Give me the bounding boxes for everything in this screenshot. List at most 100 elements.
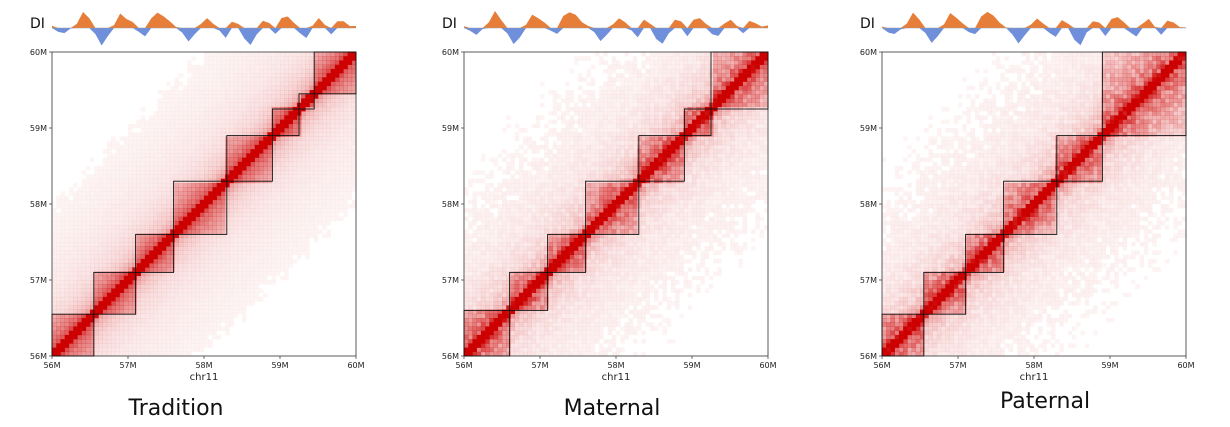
heatmap-cell xyxy=(195,347,201,353)
heatmap-cell xyxy=(284,115,289,120)
heatmap-cell xyxy=(132,301,137,306)
heatmap-cell xyxy=(208,284,213,289)
heatmap-cell xyxy=(161,119,167,125)
heatmap-cell xyxy=(616,111,621,116)
heatmap-cell xyxy=(254,115,260,120)
heatmap-cell xyxy=(734,77,739,82)
heatmap-cell xyxy=(229,195,234,201)
heatmap-cell xyxy=(140,339,146,344)
heatmap-cell xyxy=(140,161,146,167)
heatmap-cell xyxy=(318,56,323,61)
heatmap-cell xyxy=(106,263,112,268)
heatmap-cell xyxy=(611,81,617,87)
heatmap-cell xyxy=(692,60,697,65)
heatmap-cell xyxy=(98,187,103,192)
heatmap-cell xyxy=(284,254,289,260)
heatmap-cell xyxy=(607,102,613,108)
heatmap-cell xyxy=(326,123,331,129)
heatmap-cell xyxy=(725,115,731,120)
heatmap-cell xyxy=(649,102,655,108)
heatmap-cell xyxy=(351,174,357,179)
heatmap-cell xyxy=(263,271,268,277)
heatmap-cell xyxy=(187,284,192,289)
heatmap-cell xyxy=(195,334,201,340)
heatmap-cell xyxy=(144,267,150,272)
heatmap-cell xyxy=(136,339,141,344)
heatmap-cell xyxy=(132,271,137,277)
heatmap-cell xyxy=(136,136,141,141)
heatmap-cell xyxy=(233,111,239,116)
heatmap-cell xyxy=(301,102,306,108)
heatmap-cell xyxy=(746,149,752,154)
heatmap-cell xyxy=(94,233,99,239)
heatmap-cell xyxy=(347,132,353,137)
heatmap-cell xyxy=(102,351,108,357)
heatmap-cell xyxy=(313,195,319,201)
heatmap-cell xyxy=(64,305,70,310)
heatmap-cell xyxy=(573,60,579,65)
heatmap-cell xyxy=(81,178,87,184)
heatmap-cell xyxy=(170,132,175,137)
heatmap-cell xyxy=(692,111,697,116)
heatmap-cell xyxy=(658,81,663,87)
heatmap-cell xyxy=(170,204,175,209)
heatmap-cell xyxy=(263,56,268,61)
heatmap-cell xyxy=(123,204,129,209)
heatmap-cell xyxy=(271,64,277,70)
heatmap-cell xyxy=(166,81,171,87)
heatmap-cell xyxy=(187,204,192,209)
heatmap-cell xyxy=(128,132,133,137)
heatmap-cell xyxy=(611,123,617,129)
heatmap-cell xyxy=(751,60,756,65)
heatmap-cell xyxy=(229,199,234,205)
heatmap-cell xyxy=(326,174,331,179)
heatmap-cell xyxy=(717,98,722,103)
heatmap-cell xyxy=(620,94,625,99)
heatmap-cell xyxy=(140,128,146,133)
heatmap-cell xyxy=(90,229,95,234)
heatmap-cell xyxy=(334,111,340,116)
heatmap-cell xyxy=(123,170,129,175)
heatmap-cell xyxy=(220,220,226,226)
heatmap-cell xyxy=(599,149,604,154)
heatmap-cell xyxy=(161,195,167,201)
heatmap-cell xyxy=(263,60,268,65)
heatmap-cell xyxy=(81,309,87,315)
heatmap-cell xyxy=(220,111,226,116)
heatmap-cell xyxy=(561,140,566,146)
heatmap-cell xyxy=(187,296,192,302)
heatmap-cell xyxy=(296,144,302,150)
heatmap-cell xyxy=(322,119,327,125)
heatmap-cell xyxy=(271,85,277,91)
heatmap-cell xyxy=(267,102,272,108)
heatmap-cell xyxy=(717,64,722,70)
heatmap-cell xyxy=(318,140,323,146)
heatmap-cell xyxy=(140,106,146,112)
heatmap-cell xyxy=(225,140,230,146)
heatmap-cell xyxy=(128,305,133,310)
heatmap-cell xyxy=(81,233,87,239)
heatmap-cell xyxy=(607,140,613,146)
heatmap-cell xyxy=(111,343,116,348)
heatmap-cell xyxy=(590,128,596,133)
heatmap-cell xyxy=(220,250,226,255)
heatmap-cell xyxy=(523,149,528,154)
heatmap-cell xyxy=(637,73,642,78)
heatmap-cell xyxy=(582,115,587,120)
heatmap-cell xyxy=(166,258,171,264)
heatmap-cell xyxy=(318,144,323,150)
heatmap-cell xyxy=(548,128,553,133)
heatmap-cell xyxy=(334,128,340,133)
heatmap-cell xyxy=(237,254,243,260)
heatmap-cell xyxy=(628,60,634,65)
heatmap-cell xyxy=(140,166,146,171)
heatmap-cell xyxy=(102,334,108,340)
heatmap-cell xyxy=(746,115,752,120)
heatmap-cell xyxy=(288,128,293,133)
heatmap-cell xyxy=(106,313,112,319)
heatmap-cell xyxy=(759,56,765,61)
heatmap-cell xyxy=(157,263,163,268)
heatmap-cell xyxy=(322,216,327,222)
heatmap-cell xyxy=(687,144,693,150)
heatmap-cell xyxy=(645,132,651,137)
